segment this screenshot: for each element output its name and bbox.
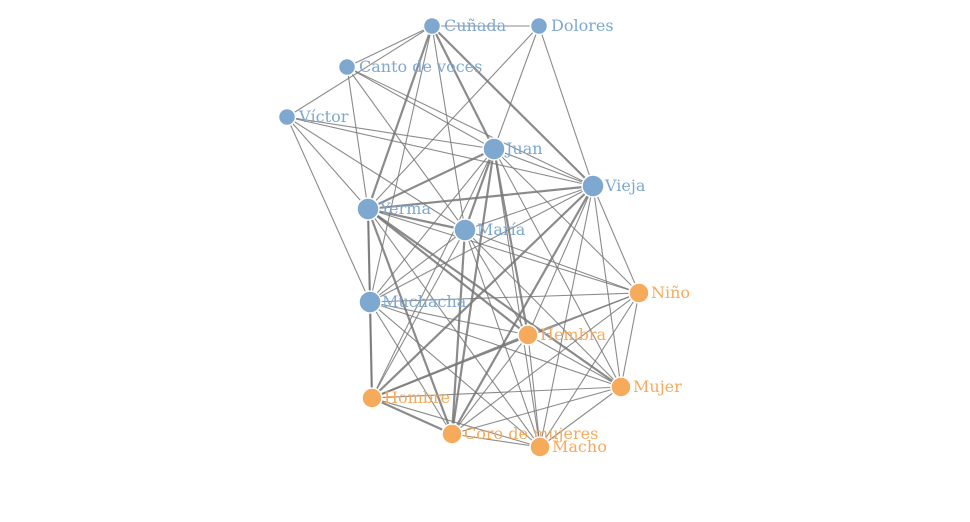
node-circle[interactable] bbox=[611, 377, 631, 397]
node-label: Hombre bbox=[384, 388, 450, 407]
edge-victor-yerma bbox=[287, 117, 368, 209]
node-circle[interactable] bbox=[442, 424, 462, 444]
node-label: Macho bbox=[552, 437, 607, 456]
node-circle[interactable] bbox=[424, 18, 441, 35]
node-label: Canto de voces bbox=[359, 57, 482, 76]
edge-dolores-yerma bbox=[368, 26, 539, 209]
node-circle[interactable] bbox=[531, 18, 548, 35]
node-muchacha[interactable]: Muchacha bbox=[359, 291, 467, 313]
node-circle[interactable] bbox=[339, 59, 356, 76]
edge-canto-de-voces-vieja bbox=[347, 67, 593, 186]
node-circle[interactable] bbox=[359, 291, 381, 313]
node-label: Yerma bbox=[379, 199, 431, 218]
node-circle[interactable] bbox=[362, 388, 382, 408]
node-yerma[interactable]: Yerma bbox=[357, 198, 431, 220]
node-nino[interactable]: Niño bbox=[629, 283, 690, 303]
node-cunada[interactable]: Cuñada bbox=[424, 16, 507, 35]
edge-canto-de-voces-yerma bbox=[347, 67, 368, 209]
node-hombre[interactable]: Hombre bbox=[362, 388, 450, 408]
node-circle[interactable] bbox=[629, 283, 649, 303]
edge-vieja-hembra bbox=[528, 186, 593, 335]
node-circle[interactable] bbox=[454, 219, 476, 241]
node-label: Vieja bbox=[604, 176, 646, 195]
edge-cunada-yerma bbox=[368, 26, 432, 209]
node-label: Cuñada bbox=[444, 16, 507, 35]
node-circle[interactable] bbox=[582, 175, 604, 197]
node-circle[interactable] bbox=[530, 437, 550, 457]
node-circle[interactable] bbox=[279, 109, 296, 126]
node-mujer[interactable]: Mujer bbox=[611, 377, 682, 397]
node-vieja[interactable]: Vieja bbox=[582, 175, 646, 197]
node-label: Muchacha bbox=[382, 292, 467, 311]
node-label: Hembra bbox=[540, 325, 606, 344]
node-maria[interactable]: María bbox=[454, 219, 526, 241]
node-macho[interactable]: Macho bbox=[530, 437, 607, 457]
node-label: Dolores bbox=[551, 16, 614, 35]
node-label: Juan bbox=[504, 139, 543, 158]
node-juan[interactable]: Juan bbox=[483, 138, 543, 160]
node-circle[interactable] bbox=[518, 325, 538, 345]
node-circle[interactable] bbox=[357, 198, 379, 220]
node-label: María bbox=[477, 220, 526, 239]
node-label: Mujer bbox=[633, 377, 682, 396]
node-label: Víctor bbox=[298, 107, 349, 126]
node-label: Niño bbox=[651, 283, 690, 302]
edge-cunada-vieja bbox=[432, 26, 593, 186]
edge-muchacha-hombre bbox=[370, 302, 372, 398]
edge-dolores-vieja bbox=[539, 26, 593, 186]
edge-dolores-juan bbox=[494, 26, 539, 149]
node-circle[interactable] bbox=[483, 138, 505, 160]
node-canto-de-voces[interactable]: Canto de voces bbox=[339, 57, 483, 76]
node-dolores[interactable]: Dolores bbox=[531, 16, 614, 35]
node-hembra[interactable]: Hembra bbox=[518, 325, 606, 345]
node-victor[interactable]: Víctor bbox=[279, 107, 349, 126]
